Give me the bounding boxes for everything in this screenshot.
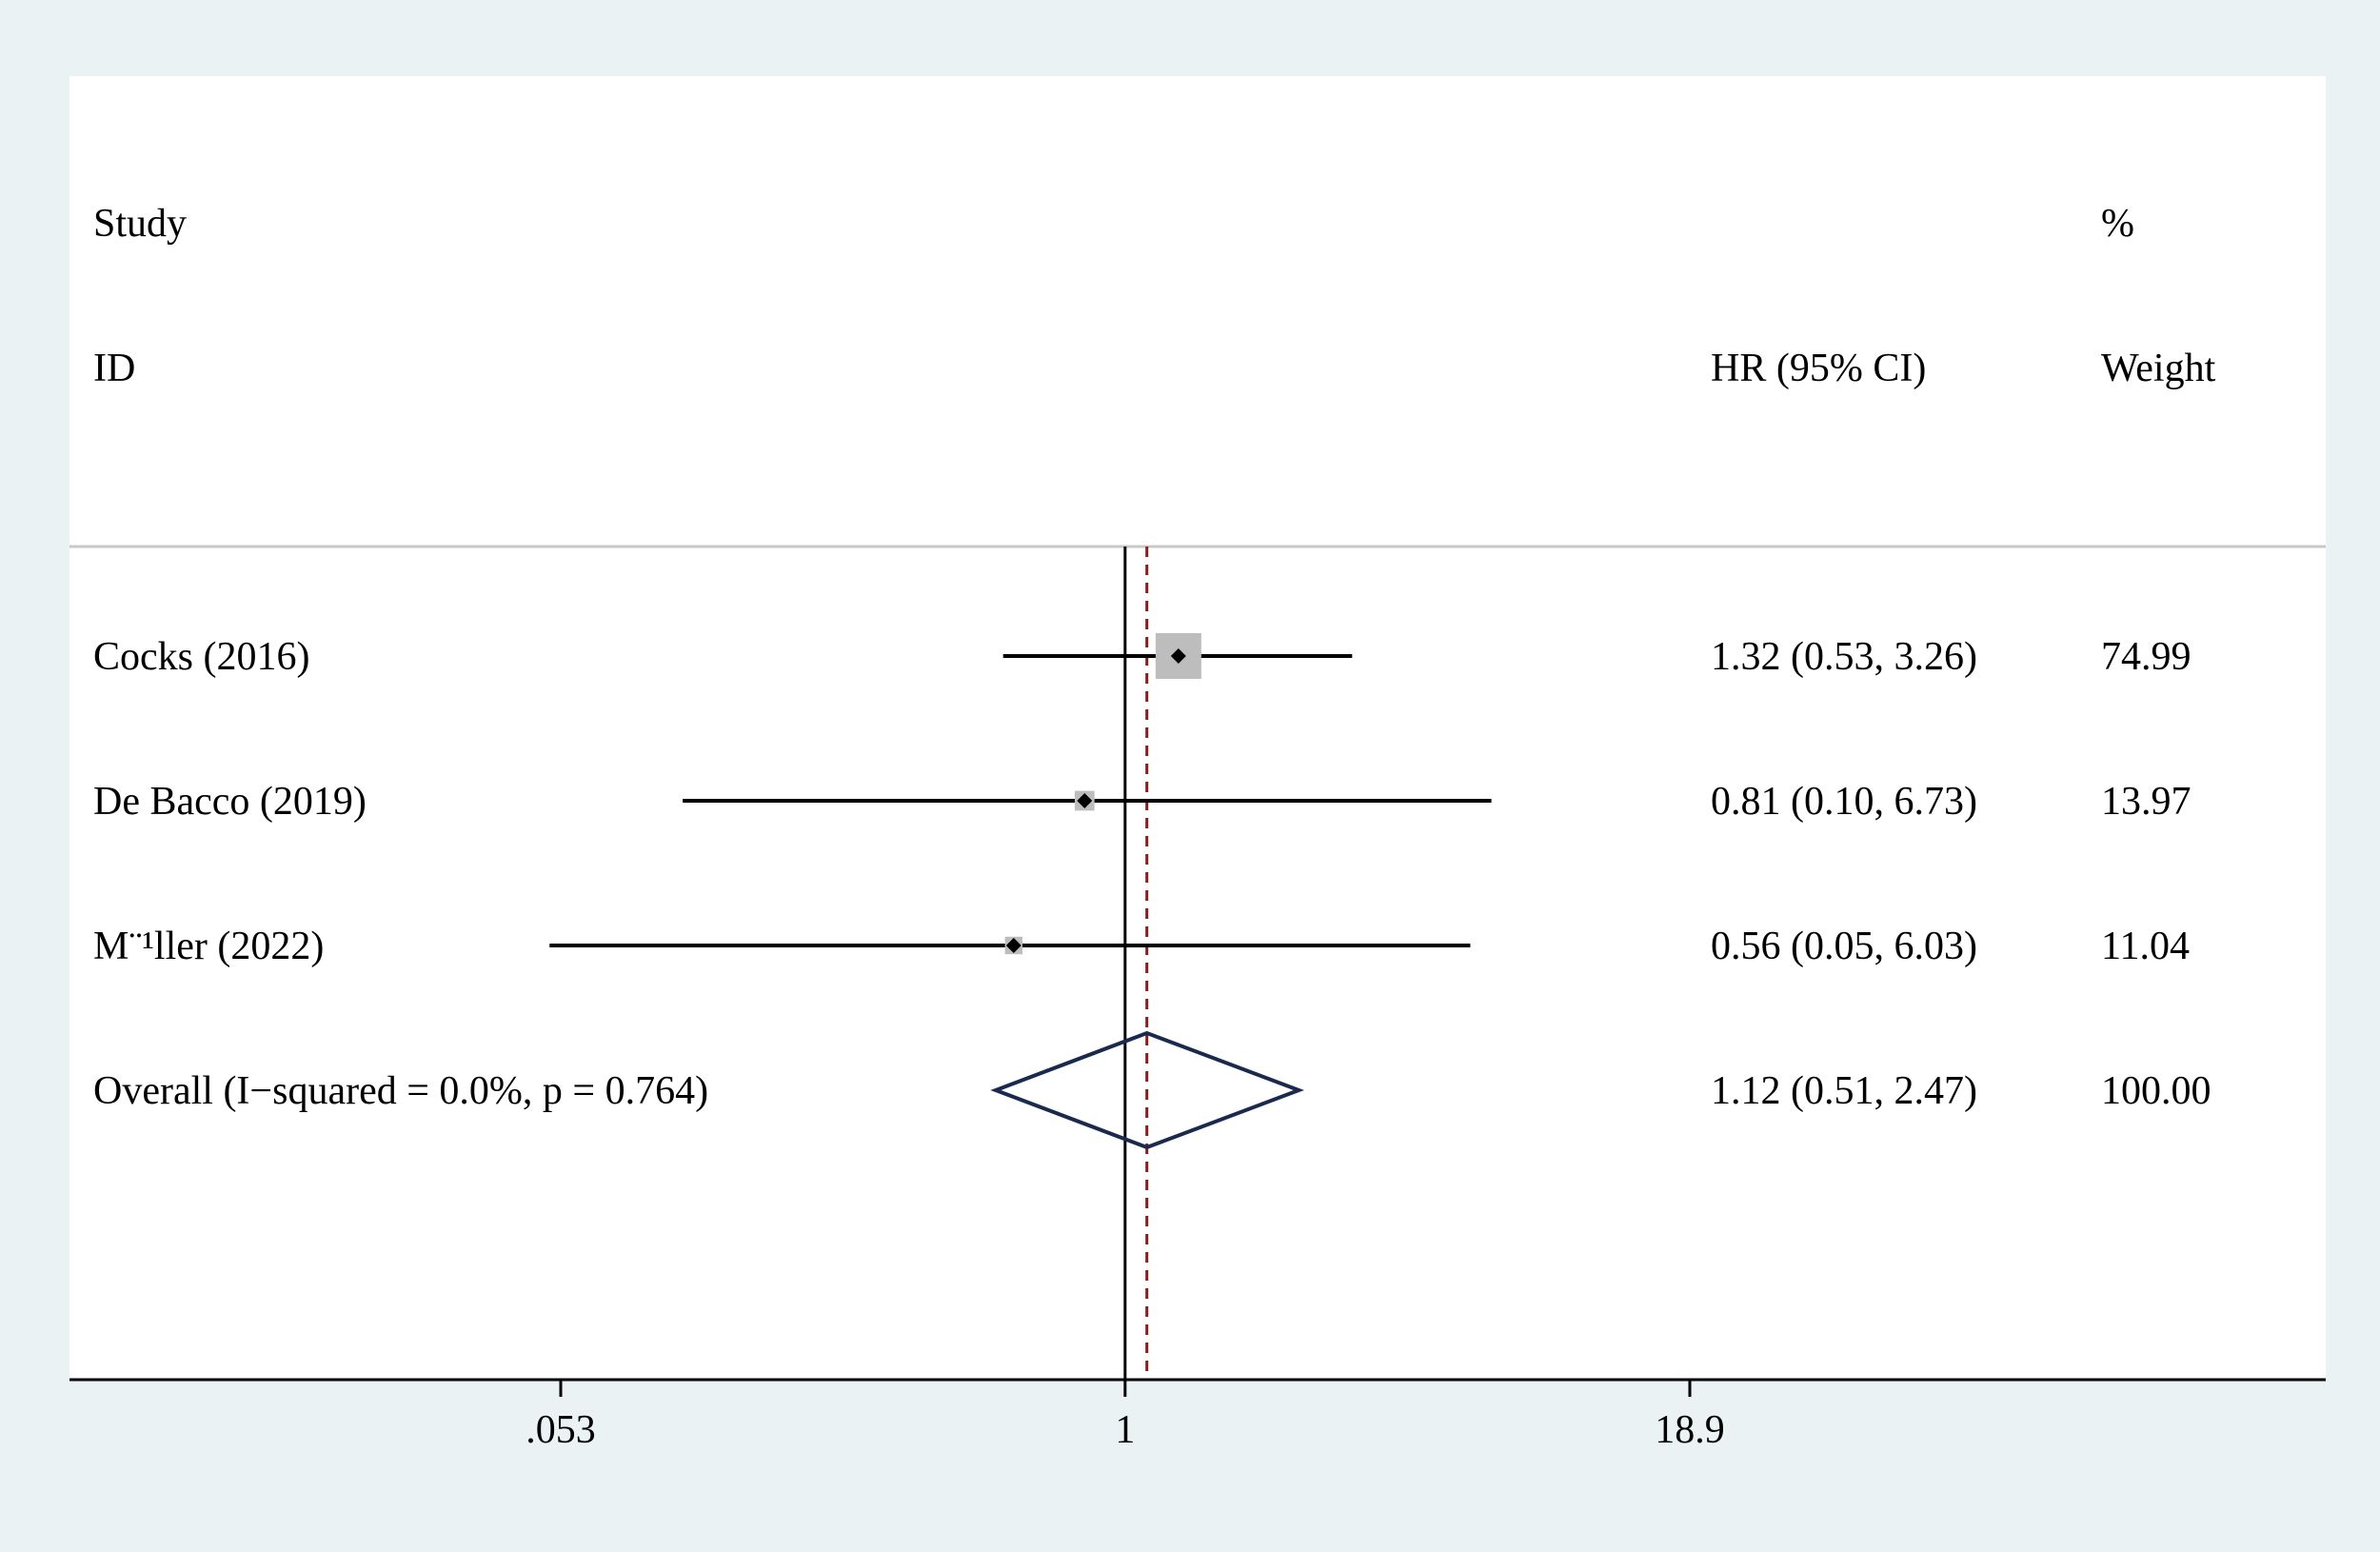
study-row: Cocks (2016) 1.32 (0.53, 3.26) 74.99 bbox=[93, 633, 2192, 679]
study-hr-ci: 1.32 (0.53, 3.26) bbox=[1711, 635, 1977, 679]
header-study: Study bbox=[93, 202, 187, 246]
study-row: M¨¹ller (2022) 0.56 (0.05, 6.03) 11.04 bbox=[93, 925, 2190, 968]
study-point-estimate bbox=[1170, 648, 1186, 664]
overall-label: Overall (I−squared = 0.0%, p = 0.764) bbox=[93, 1069, 708, 1113]
header-id: ID bbox=[93, 347, 135, 390]
study-point-estimate bbox=[1005, 938, 1021, 953]
x-axis-tick-label: 18.9 bbox=[1655, 1408, 1725, 1452]
x-axis-tick-label: .053 bbox=[526, 1408, 596, 1452]
x-axis-tick-label: 1 bbox=[1115, 1408, 1135, 1452]
header-percent: % bbox=[2101, 202, 2134, 246]
study-label: Cocks (2016) bbox=[93, 635, 309, 679]
study-weight: 13.97 bbox=[2101, 780, 2192, 824]
study-row: De Bacco (2019) 0.81 (0.10, 6.73) 13.97 bbox=[93, 780, 2192, 824]
study-label: M¨¹ller (2022) bbox=[93, 925, 324, 968]
overall-weight: 100.00 bbox=[2101, 1069, 2211, 1113]
header-weight: Weight bbox=[2101, 347, 2216, 390]
overall-hr-ci: 1.12 (0.51, 2.47) bbox=[1711, 1069, 1977, 1113]
study-label: De Bacco (2019) bbox=[93, 780, 367, 824]
study-weight: 74.99 bbox=[2101, 635, 2192, 679]
study-hr-ci: 0.81 (0.10, 6.73) bbox=[1711, 780, 1977, 824]
header-effect: HR (95% CI) bbox=[1711, 347, 1926, 390]
study-point-estimate bbox=[1077, 793, 1093, 808]
plot-panel bbox=[69, 76, 2326, 1381]
study-hr-ci: 0.56 (0.05, 6.03) bbox=[1711, 925, 1977, 968]
overall-diamond bbox=[990, 1030, 1304, 1150]
study-rows: Cocks (2016) 1.32 (0.53, 3.26) 74.99 De Bac… bbox=[93, 633, 2192, 968]
reference-lines bbox=[1123, 547, 1149, 1380]
study-weight: 11.04 bbox=[2101, 925, 2190, 968]
x-axis: .053 1 18.9 bbox=[69, 1378, 2326, 1452]
overall-row: Overall (I−squared = 0.0%, p = 0.764) 1.1… bbox=[93, 1030, 2211, 1150]
